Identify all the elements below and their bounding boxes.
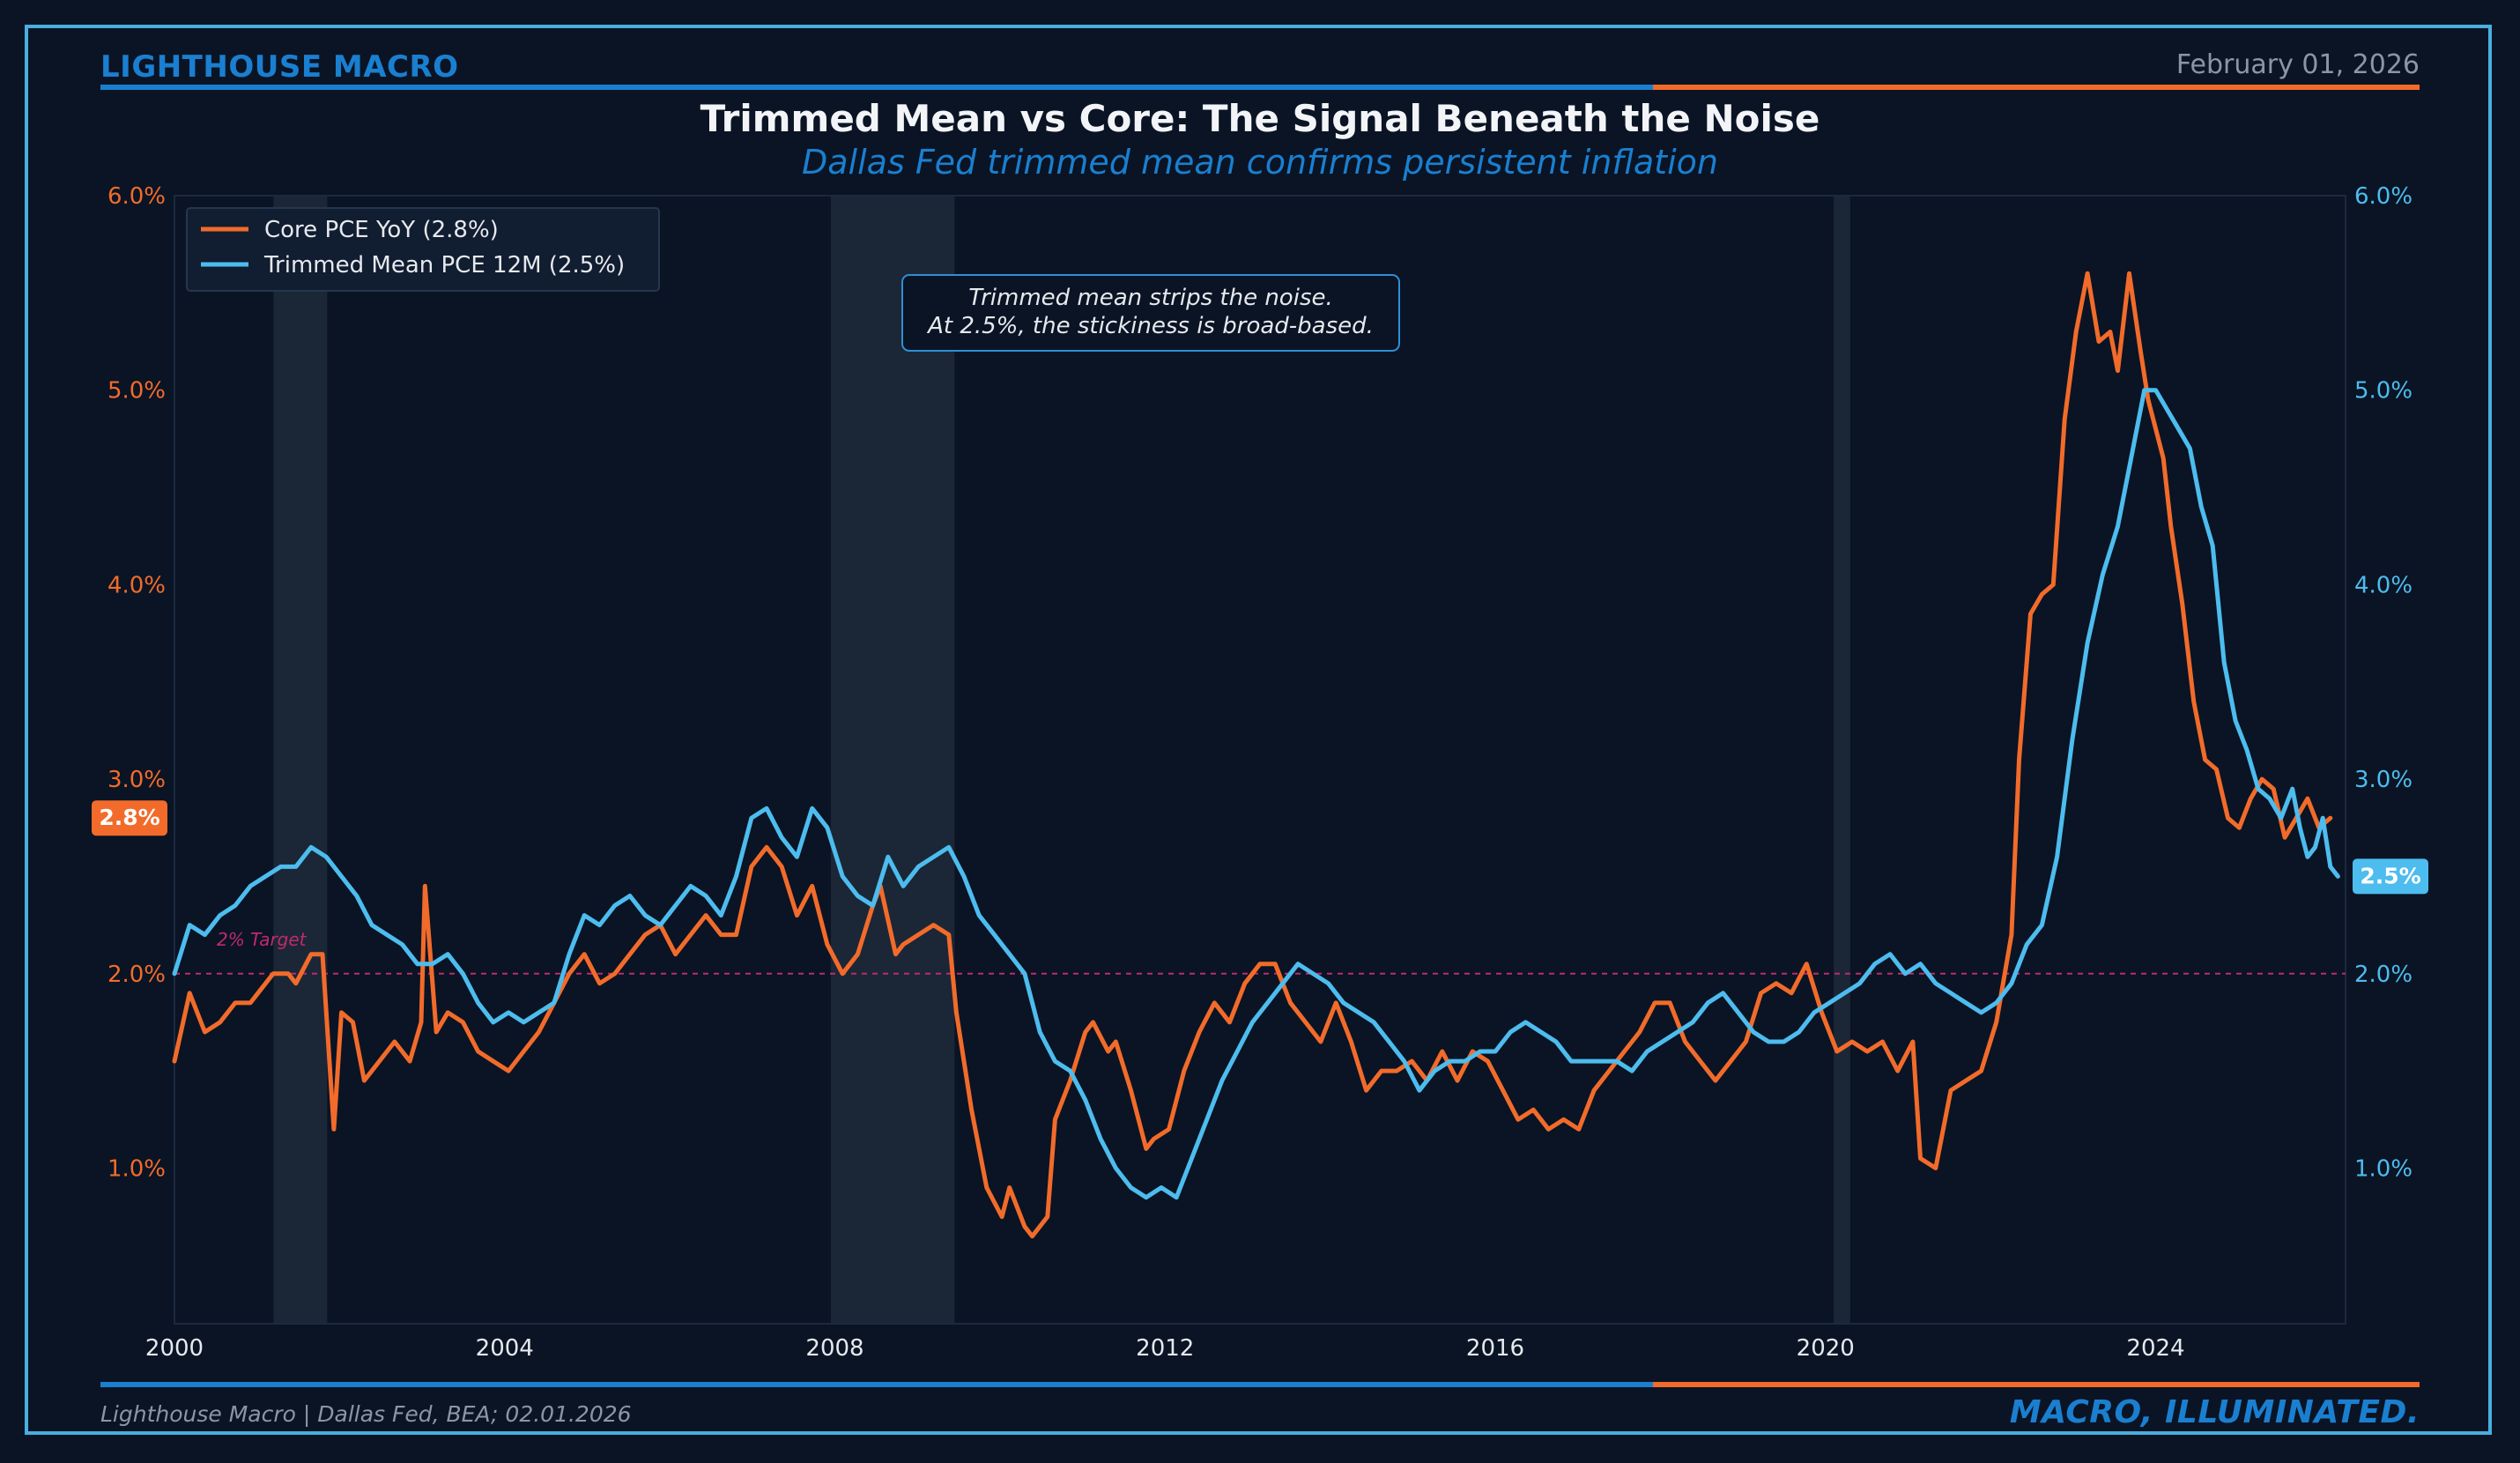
legend-label: Trimmed Mean PCE 12M (2.5%) [263, 252, 625, 278]
top-rule-orange [1653, 85, 2420, 90]
x-tick: 2000 [145, 1335, 204, 1362]
y-tick-right: 6.0% [2354, 183, 2413, 210]
y-tick-left: 3.0% [107, 767, 166, 793]
y-tick-right: 4.0% [2354, 572, 2413, 598]
recession-band-0 [273, 196, 328, 1324]
core-end-badge-bg [92, 800, 167, 836]
outer-frame [25, 25, 2492, 1435]
core-end-badge: 2.8% [92, 800, 167, 836]
plot-area [174, 195, 2346, 1325]
trimmed-end-badge-bg [2353, 858, 2428, 895]
annotation-text: At 2.5%, the stickiness is broad-based. [926, 313, 1374, 339]
y-tick-right: 1.0% [2354, 1155, 2413, 1182]
recession-band-1 [830, 196, 955, 1324]
x-tick: 2024 [2126, 1335, 2184, 1362]
legend: Core PCE YoY (2.8%) Trimmed Mean PCE 12M … [186, 207, 660, 292]
chart-title: Trimmed Mean vs Core: The Signal Beneath… [700, 97, 1820, 140]
series-line-core-pce [172, 271, 2333, 1239]
brand-logo-text: LIGHTHOUSE MACRO [100, 49, 459, 85]
annotation-text: Trimmed mean strips the noise. [968, 285, 1333, 311]
bottom-rule-blue [100, 1382, 1653, 1387]
y-tick-left: 1.0% [107, 1155, 166, 1182]
y-tick-right: 5.0% [2354, 378, 2413, 405]
y-tick-right: 2.0% [2354, 962, 2413, 988]
trimmed-end-badge-label: 2.5% [2360, 863, 2420, 888]
source-note: Lighthouse Macro | Dallas Fed, BEA; 02.0… [100, 1401, 632, 1427]
bottom-rule-orange [1653, 1382, 2420, 1387]
core-end-badge-label: 2.8% [99, 805, 159, 830]
y-tick-left: 2.0% [107, 962, 166, 988]
top-rule-blue [100, 85, 1653, 90]
y-tick-left: 6.0% [107, 183, 166, 210]
x-tick: 2020 [1797, 1335, 1855, 1362]
tagline: MACRO, ILLUMINATED. [2009, 1394, 2420, 1430]
y-tick-right: 3.0% [2354, 767, 2413, 793]
annotation-box [901, 274, 1400, 352]
chart-subtitle: Dallas Fed trimmed mean confirms persist… [802, 143, 1718, 182]
annotation: Trimmed mean strips the noise.At 2.5%, t… [901, 274, 1400, 352]
target-label: 2% Target [217, 929, 308, 950]
trimmed-end-badge: 2.5% [2353, 858, 2428, 895]
report-date: February 01, 2026 [2175, 49, 2420, 80]
x-tick: 2004 [476, 1335, 534, 1362]
y-tick-left: 5.0% [107, 378, 166, 405]
series-line-trimmed-mean [172, 388, 2340, 1200]
x-tick: 2008 [805, 1335, 863, 1362]
y-tick-left: 4.0% [107, 572, 166, 598]
recession-band-2 [1834, 196, 1850, 1324]
x-tick: 2016 [1466, 1335, 1524, 1362]
legend-box [186, 207, 660, 292]
legend-label: Core PCE YoY (2.8%) [264, 217, 499, 243]
x-tick: 2012 [1136, 1335, 1194, 1362]
